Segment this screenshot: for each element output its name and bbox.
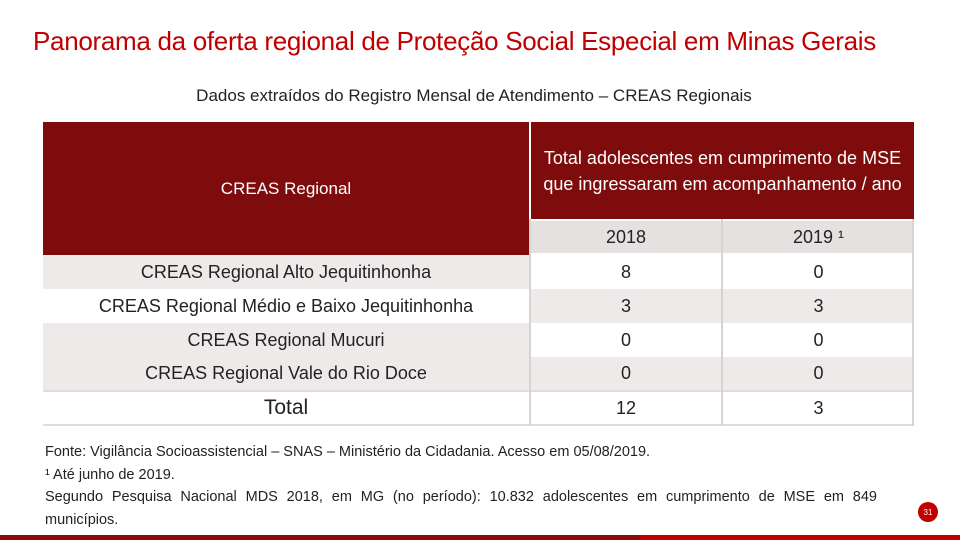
bottom-accent-bar-dark <box>0 535 640 540</box>
table-cell-2018: 0 <box>531 357 721 390</box>
table-cell-2019: 0 <box>723 255 914 289</box>
header-total-adolescentes: Total adolescentes em cumprimento de MSE… <box>531 122 914 219</box>
table-row-label: CREAS Regional Médio e Baixo Jequitinhon… <box>43 289 529 323</box>
source-note: Fonte: Vigilância Socioassistencial – SN… <box>45 444 651 460</box>
source-notes: Fonte: Vigilância Socioassistencial – SN… <box>45 441 877 531</box>
total-2019: 3 <box>723 390 914 426</box>
table-cell-2019: 0 <box>723 323 914 357</box>
year-header-2019: 2019 ¹ <box>723 221 914 253</box>
page-title: Panorama da oferta regional de Proteção … <box>33 26 876 56</box>
table-row-label: CREAS Regional Vale do Rio Doce <box>43 357 529 390</box>
table-cell-2018: 8 <box>531 255 721 289</box>
survey-note: Segundo Pesquisa Nacional MDS 2018, em M… <box>45 489 877 528</box>
table-cell-2019: 0 <box>723 357 914 390</box>
table-row-label: CREAS Regional Mucuri <box>43 323 529 357</box>
column-divider <box>721 219 723 426</box>
table-cell-2019: 3 <box>723 289 914 323</box>
table-cell-2018: 0 <box>531 323 721 357</box>
total-label: Total <box>43 390 529 426</box>
page-number-badge: 31 <box>918 502 938 522</box>
table-row-label: CREAS Regional Alto Jequitinhonha <box>43 255 529 289</box>
creas-table: CREAS Regional Total adolescentes em cum… <box>43 122 914 426</box>
column-divider <box>529 219 531 426</box>
year-header-2018: 2018 <box>531 221 721 253</box>
table-cell-2018: 3 <box>531 289 721 323</box>
header-creas-regional: CREAS Regional <box>43 122 529 255</box>
column-divider <box>912 219 914 426</box>
page-subtitle: Dados extraídos do Registro Mensal de At… <box>196 86 752 105</box>
footnote: ¹ Até junho de 2019. <box>45 466 175 483</box>
total-2018: 12 <box>531 390 721 426</box>
